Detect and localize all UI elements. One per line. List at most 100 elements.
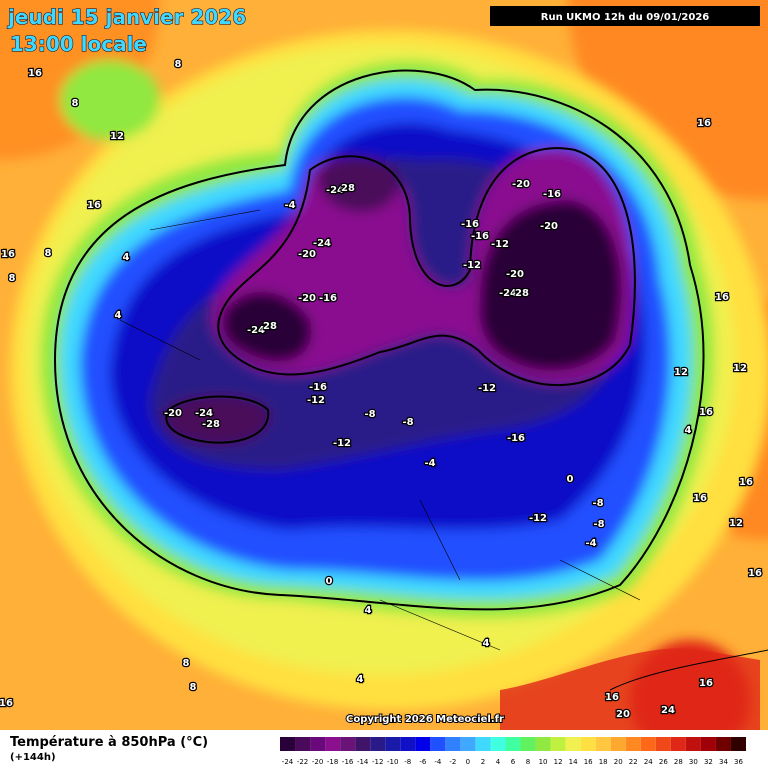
colorbar-tick-label: -14 (357, 758, 369, 766)
colorbar-swatch (730, 737, 746, 751)
contour-label: -12 (307, 395, 325, 406)
contour-label: 4 (365, 605, 372, 616)
contour-label: -8 (593, 519, 604, 530)
colorbar-swatch (415, 737, 431, 751)
contour-label: 28 (515, 288, 529, 299)
colorbar-tick-label: 6 (511, 758, 516, 766)
contour-label: -16 (461, 219, 479, 230)
contour-label: 8 (9, 273, 16, 284)
colorbar-swatch (325, 737, 341, 751)
colorbar-tick-label: -16 (342, 758, 354, 766)
contour-label: -20 (512, 179, 530, 190)
contour-label: 8 (183, 658, 190, 669)
colorbar-swatch (685, 737, 701, 751)
legend-title: Température à 850hPa (°C) (10, 735, 208, 750)
contour-label: 8 (72, 98, 79, 109)
colorbar-swatch (505, 737, 521, 751)
colorbar-tick-label: 32 (704, 758, 713, 766)
contour-label: 16 (28, 68, 42, 79)
colorbar-swatch (610, 737, 626, 751)
contour-label: -24 (195, 408, 213, 419)
date: jeudi 15 janvier 2026 (7, 5, 246, 29)
colorbar-swatch (460, 737, 476, 751)
contour-label: -16 (309, 382, 327, 393)
colorbar-swatch (280, 737, 296, 751)
contour-label: 28 (341, 183, 355, 194)
contour-label: -12 (529, 513, 547, 524)
colorbar-tick-label: -18 (327, 758, 338, 766)
colorbar-tick-label: -8 (404, 758, 411, 766)
colorbar-tick-label: 8 (526, 758, 530, 766)
colorbar-swatch (670, 737, 686, 751)
colorbar-swatch (580, 737, 596, 751)
contour-label: -20 (298, 249, 316, 260)
colorbar-tick-label: 26 (659, 758, 668, 766)
colorbar-tick-label: 30 (689, 758, 698, 766)
contour-label: -20 (506, 269, 524, 280)
colorbar-tick-label: 16 (584, 758, 593, 766)
contour-label: -8 (364, 409, 375, 420)
contour-label: 16 (699, 678, 713, 689)
contour-label: 16 (605, 692, 619, 703)
colorbar-tick-label: 14 (569, 758, 578, 766)
colorbar-swatch (295, 737, 311, 751)
contour-label: 28 (263, 321, 277, 332)
colorbar-tick-label: 12 (554, 758, 563, 766)
colorbar-swatch (445, 737, 461, 751)
contour-label: 4 (357, 674, 364, 685)
contour-label: 16 (748, 568, 762, 579)
colorbar-tick-label: 18 (599, 758, 608, 766)
contour-label: -24 (313, 238, 331, 249)
colorbar-tick-label: -22 (297, 758, 308, 766)
contour-label: 20 (616, 709, 630, 720)
colorbar-swatch (340, 737, 356, 751)
contour-label: -24 (499, 288, 517, 299)
contour-label: -12 (491, 239, 509, 250)
colorbar-swatch (310, 737, 326, 751)
contour-label: -12 (478, 383, 496, 394)
contour-label: -20 (298, 293, 316, 304)
colorbar-tick-label: 28 (674, 758, 683, 766)
colorbar-swatch (700, 737, 716, 751)
colorbar-swatch (715, 737, 731, 751)
colorbar-tick-label: 0 (466, 758, 470, 766)
colorbar-tick-label: 10 (539, 758, 548, 766)
colorbar-swatch (550, 737, 566, 751)
contour-label: 12 (674, 367, 688, 378)
colorbar-swatch (430, 737, 446, 751)
contour-label: 16 (715, 292, 729, 303)
contour-label: 8 (190, 682, 197, 693)
colorbar-tick-label: -12 (372, 758, 383, 766)
contour-label: 16 (1, 249, 15, 260)
colorbar-swatch (655, 737, 671, 751)
contour-label: 8 (175, 59, 182, 70)
contour-label: 12 (110, 131, 124, 142)
contour-label: 24 (661, 705, 675, 716)
run-box (490, 6, 760, 26)
contour-label: -8 (402, 417, 413, 428)
colorbar-tick-label: 4 (496, 758, 501, 766)
colorbar-swatch (595, 737, 611, 751)
colorbar-tick-label: 34 (719, 758, 728, 766)
contour-label: 16 (0, 698, 13, 709)
lead-time: (+144h) (10, 752, 56, 763)
contour-label: 4 (123, 252, 130, 263)
colorbar-swatch (400, 737, 416, 751)
copyright: Copyright 2026 Meteociel.fr (346, 714, 504, 725)
colorbar-tick-label: -2 (449, 758, 456, 766)
colorbar-swatch (385, 737, 401, 751)
contour-label: -16 (507, 433, 525, 444)
colorbar-tick-label: 22 (629, 758, 638, 766)
contour-label: -20 (164, 408, 182, 419)
contour-label: 0 (567, 474, 574, 485)
colorbar-swatch (355, 737, 371, 751)
colorbar-swatch (640, 737, 656, 751)
contour-label: 12 (729, 518, 743, 529)
contour-label: 16 (699, 407, 713, 418)
contour-label: 4 (685, 425, 692, 436)
colorbar-tick-label: 24 (644, 758, 653, 766)
contour-label: -4 (284, 200, 295, 211)
colorbar-tick-label: -10 (387, 758, 398, 766)
contour-label: -8 (592, 498, 603, 509)
colorbar-tick-label: 2 (481, 758, 485, 766)
